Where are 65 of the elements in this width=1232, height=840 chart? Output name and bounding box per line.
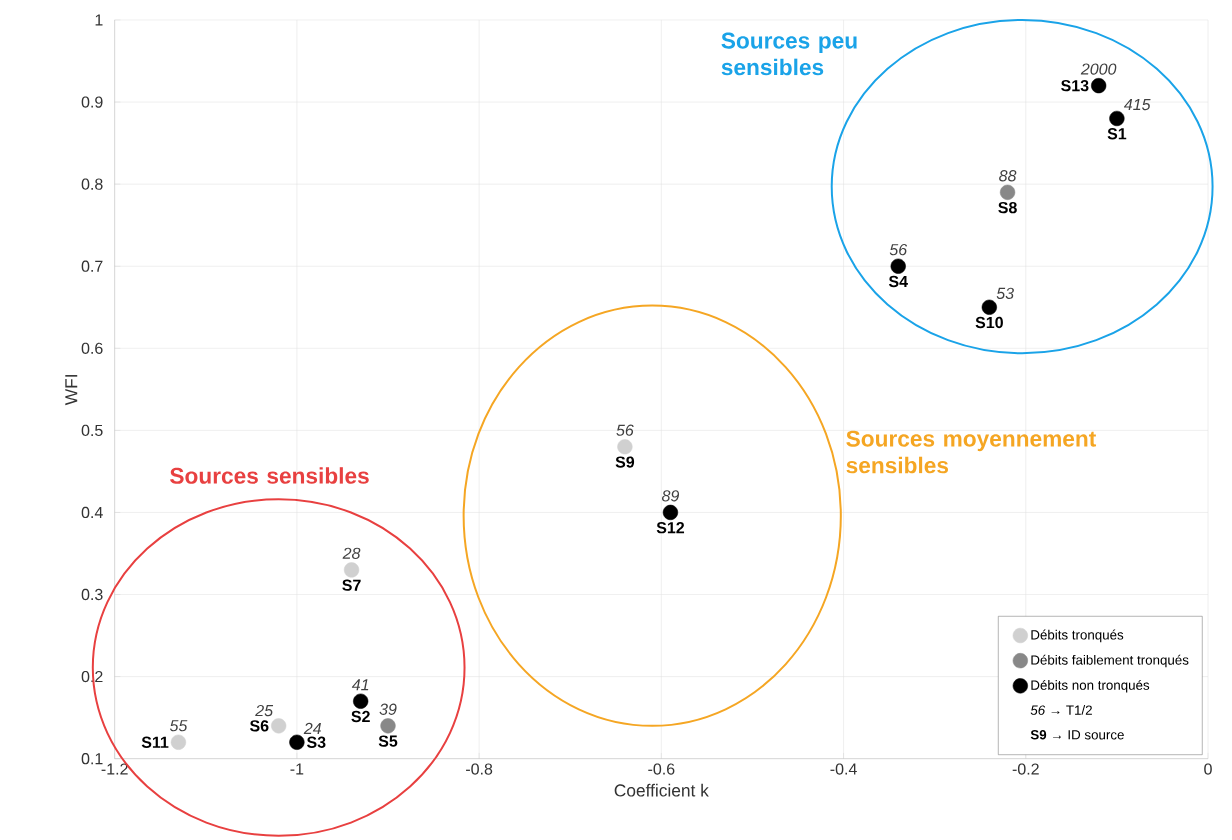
x-tick-label: 0 xyxy=(1204,763,1212,775)
annotation: S11 xyxy=(141,736,169,748)
y-axis-title: WFI xyxy=(65,375,78,406)
y-tick-label: 0.5 xyxy=(81,424,103,437)
point xyxy=(981,299,997,315)
annotation: 55 xyxy=(169,720,188,732)
x-tick-label: -1.2 xyxy=(101,763,128,775)
annotation: 41 xyxy=(351,679,369,691)
annotation: S3 xyxy=(306,736,326,748)
y-tick-label: 0.4 xyxy=(81,506,103,519)
annotation: S1 xyxy=(1107,128,1127,140)
x-tick-label: -0.6 xyxy=(648,763,675,775)
point xyxy=(999,184,1016,200)
annotation: Sources moyennement sensibles xyxy=(846,430,1097,474)
point xyxy=(271,718,287,734)
annotation: S2 xyxy=(351,710,370,723)
annotation: S9 xyxy=(615,456,635,468)
annotation: 25 xyxy=(255,704,274,717)
point xyxy=(617,439,633,455)
point xyxy=(289,734,305,750)
point xyxy=(380,718,396,734)
point xyxy=(1091,78,1107,94)
point xyxy=(170,734,187,750)
annotation: 39 xyxy=(379,703,397,715)
y-tick-label: 0.7 xyxy=(81,260,103,272)
annotation: 56 xyxy=(616,424,634,436)
annotation: Sources peu sensibles xyxy=(721,32,857,76)
x-tick-label: -0.8 xyxy=(466,763,493,775)
y-tick-label: 1 xyxy=(95,14,103,26)
annotation: 56 xyxy=(889,243,908,256)
legend-label: Débits faiblement tronqués xyxy=(1031,654,1189,668)
y-tick-label: 0.8 xyxy=(81,178,103,190)
annotation: S13 xyxy=(1061,79,1089,92)
annotation: 89 xyxy=(661,490,680,502)
x-tick-label: -1 xyxy=(290,763,304,775)
annotation: 88 xyxy=(999,170,1017,182)
point xyxy=(343,562,360,578)
annotation: S7 xyxy=(342,579,361,591)
annotation: S6 xyxy=(249,720,269,732)
annotation: S9 → ID source xyxy=(1030,730,1124,740)
x-axis-title: Coefficient k xyxy=(614,783,709,797)
y-tick-label: 0.1 xyxy=(81,753,103,765)
annotation: S5 xyxy=(378,735,398,747)
y-tick-label: 0.9 xyxy=(81,96,103,108)
point xyxy=(353,693,369,709)
annotation: S12 xyxy=(656,522,685,534)
annotation: 28 xyxy=(342,547,361,559)
annotation: S4 xyxy=(888,275,908,288)
annotation: S10 xyxy=(975,316,1003,329)
point xyxy=(1109,110,1125,127)
annotation: 2000 xyxy=(1080,63,1117,75)
y-tick-label: 0.3 xyxy=(81,588,103,601)
annotation: S8 xyxy=(998,201,1017,214)
y-tick-label: 0.6 xyxy=(81,342,103,354)
x-tick-label: -0.2 xyxy=(1012,763,1039,775)
point xyxy=(890,258,906,274)
legend-label: Débits non tronqués xyxy=(1031,679,1150,693)
annotation: 415 xyxy=(1123,99,1151,111)
annotation: Sources sensibles xyxy=(170,467,369,484)
annotation: 56 → T1/2 xyxy=(1030,705,1092,715)
point xyxy=(662,504,679,521)
annotation: 53 xyxy=(996,287,1014,299)
x-tick-label: -0.4 xyxy=(830,763,857,775)
annotation: 24 xyxy=(303,722,322,734)
legend-label: Débits tronqués xyxy=(1031,629,1124,643)
